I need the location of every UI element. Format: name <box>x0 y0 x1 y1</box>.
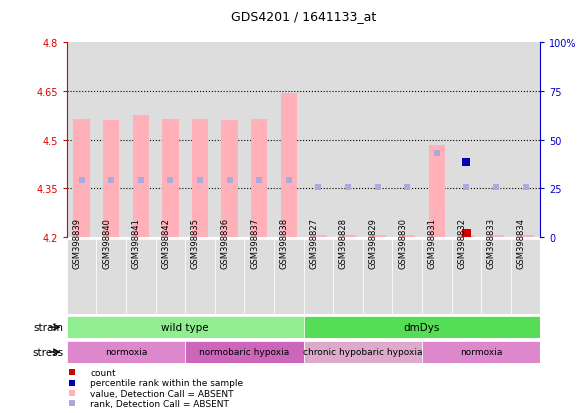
Text: GSM398829: GSM398829 <box>368 218 378 268</box>
Text: GSM398838: GSM398838 <box>280 218 289 269</box>
Bar <box>451 240 481 314</box>
Bar <box>245 43 274 237</box>
Bar <box>399 236 415 237</box>
Text: strain: strain <box>34 322 64 332</box>
Bar <box>281 93 297 237</box>
Text: dmDys: dmDys <box>404 322 440 332</box>
Text: rank, Detection Call = ABSENT: rank, Detection Call = ABSENT <box>91 399 229 408</box>
Bar <box>156 43 185 237</box>
Text: normoxia: normoxia <box>460 348 503 356</box>
Text: normoxia: normoxia <box>105 348 147 356</box>
Bar <box>251 119 267 237</box>
Bar <box>518 236 534 237</box>
Bar <box>451 43 481 237</box>
Bar <box>67 240 96 314</box>
Bar <box>340 236 356 237</box>
Bar <box>392 43 422 237</box>
Bar <box>303 316 540 339</box>
Bar <box>67 316 303 339</box>
Bar <box>132 116 149 237</box>
Text: stress: stress <box>33 347 64 357</box>
Bar <box>274 43 304 237</box>
Text: GSM398834: GSM398834 <box>517 218 526 269</box>
Bar <box>422 240 451 314</box>
Text: GSM398840: GSM398840 <box>102 218 111 268</box>
Bar <box>333 240 363 314</box>
Bar <box>392 240 422 314</box>
Bar <box>310 236 327 237</box>
Text: GSM398827: GSM398827 <box>309 218 318 269</box>
Text: GSM398836: GSM398836 <box>221 218 229 269</box>
Text: GSM398837: GSM398837 <box>250 218 259 269</box>
Bar <box>511 43 540 237</box>
Text: GDS4201 / 1641133_at: GDS4201 / 1641133_at <box>231 10 376 23</box>
Bar <box>215 43 245 237</box>
Bar <box>511 240 540 314</box>
Bar <box>67 43 96 237</box>
Text: GSM398830: GSM398830 <box>398 218 407 269</box>
Bar <box>162 119 178 237</box>
Text: percentile rank within the sample: percentile rank within the sample <box>91 378 243 387</box>
Bar <box>215 240 245 314</box>
Bar <box>96 43 126 237</box>
Bar <box>422 43 451 237</box>
Bar <box>156 240 185 314</box>
Text: GSM398828: GSM398828 <box>339 218 348 269</box>
Text: GSM398842: GSM398842 <box>162 218 170 268</box>
Bar <box>333 43 363 237</box>
Bar <box>126 43 156 237</box>
Text: GSM398831: GSM398831 <box>428 218 437 269</box>
Bar <box>481 43 511 237</box>
Bar <box>462 229 471 237</box>
Bar <box>481 240 511 314</box>
Bar <box>363 240 392 314</box>
Text: GSM398833: GSM398833 <box>487 218 496 269</box>
Bar <box>192 119 208 237</box>
Bar <box>303 341 422 363</box>
Bar <box>67 341 185 363</box>
Bar <box>303 43 333 237</box>
Bar <box>274 240 304 314</box>
Text: normobaric hypoxia: normobaric hypoxia <box>199 348 289 356</box>
Bar <box>422 341 540 363</box>
Text: GSM398832: GSM398832 <box>457 218 467 269</box>
Bar <box>185 341 304 363</box>
Bar <box>488 236 504 237</box>
Bar <box>185 43 215 237</box>
Bar <box>73 119 89 237</box>
Bar <box>185 240 215 314</box>
Bar <box>126 240 156 314</box>
Bar <box>221 121 238 237</box>
Text: chronic hypobaric hypoxia: chronic hypobaric hypoxia <box>303 348 422 356</box>
Bar <box>245 240 274 314</box>
Bar <box>303 240 333 314</box>
Bar <box>458 236 475 237</box>
Text: wild type: wild type <box>162 322 209 332</box>
Bar <box>103 121 119 237</box>
Bar <box>429 145 445 237</box>
Text: GSM398839: GSM398839 <box>73 218 81 269</box>
Text: GSM398841: GSM398841 <box>132 218 141 268</box>
Bar <box>363 43 392 237</box>
Text: value, Detection Call = ABSENT: value, Detection Call = ABSENT <box>91 389 234 398</box>
Bar <box>96 240 126 314</box>
Bar <box>370 236 386 237</box>
Text: GSM398835: GSM398835 <box>191 218 200 269</box>
Text: count: count <box>91 368 116 377</box>
